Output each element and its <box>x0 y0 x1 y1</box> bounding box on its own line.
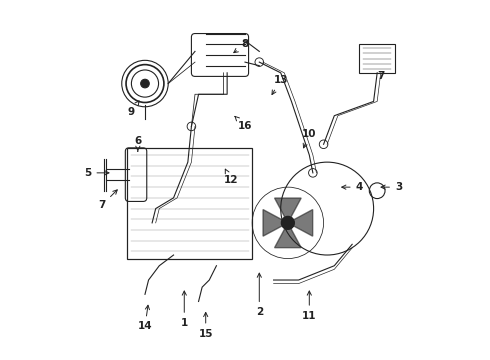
Text: 12: 12 <box>223 169 238 185</box>
Text: 1: 1 <box>181 291 188 328</box>
Text: 10: 10 <box>302 129 317 148</box>
Text: 13: 13 <box>272 75 288 95</box>
Text: 6: 6 <box>134 136 142 151</box>
Text: 7: 7 <box>98 190 117 210</box>
Bar <box>359 44 395 73</box>
Polygon shape <box>263 210 288 236</box>
Polygon shape <box>274 223 301 248</box>
Circle shape <box>281 216 294 229</box>
Text: 16: 16 <box>235 116 252 131</box>
Text: 9: 9 <box>127 101 139 117</box>
Text: 11: 11 <box>302 291 317 321</box>
Text: 14: 14 <box>138 305 152 332</box>
Text: 8: 8 <box>234 39 248 53</box>
Text: 15: 15 <box>198 312 213 339</box>
Polygon shape <box>274 198 301 223</box>
Circle shape <box>141 79 149 88</box>
Text: 3: 3 <box>381 182 402 192</box>
Text: 7: 7 <box>377 71 385 81</box>
Bar <box>127 148 252 258</box>
Text: 5: 5 <box>84 168 109 178</box>
Text: 4: 4 <box>342 182 363 192</box>
Text: 2: 2 <box>256 273 263 317</box>
Polygon shape <box>288 210 313 236</box>
